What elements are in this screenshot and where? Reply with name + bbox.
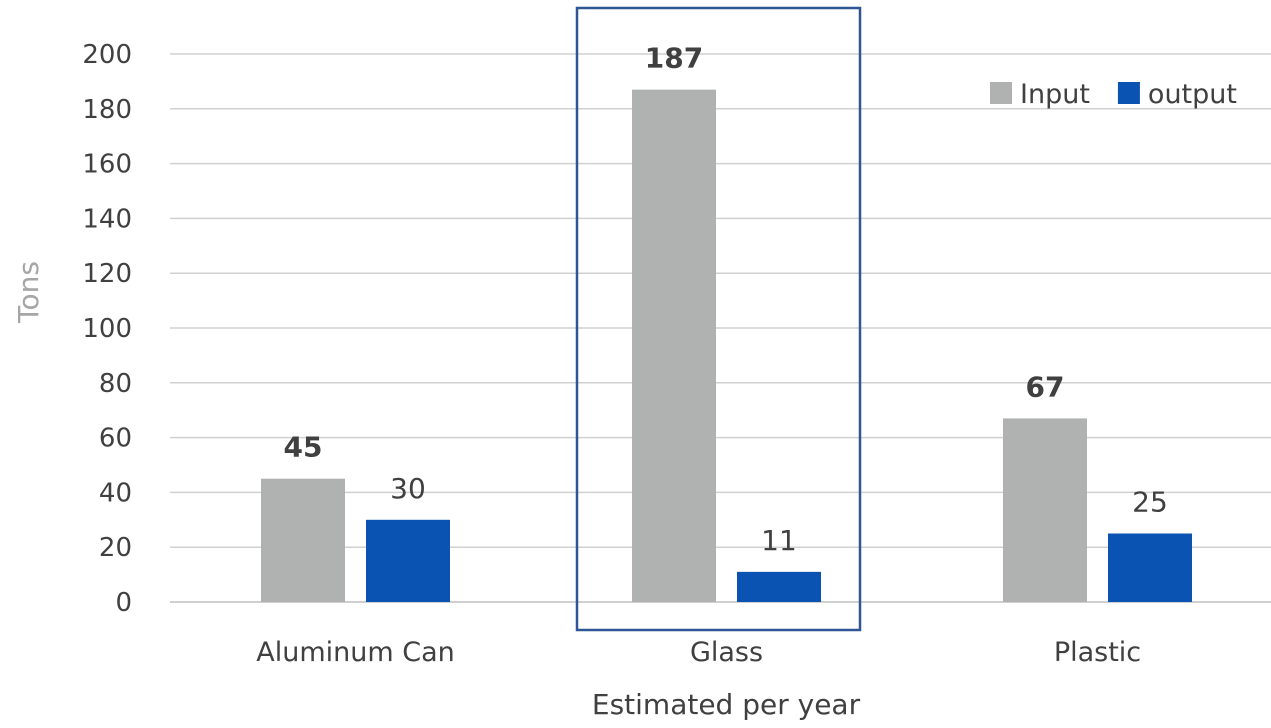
- data-label-input-aluminum-can: 45: [284, 431, 323, 464]
- y-tick-label: 0: [115, 588, 132, 618]
- bar-output-aluminum-can: [366, 519, 450, 602]
- legend-label-output: output: [1148, 79, 1237, 110]
- y-tick-label: 60: [99, 424, 132, 454]
- category-label-plastic: Plastic: [1054, 637, 1141, 668]
- y-tick-label: 180: [82, 95, 132, 125]
- bar-input-plastic: [1003, 418, 1087, 602]
- bar-input-aluminum-can: [261, 478, 345, 602]
- y-tick-label: 80: [99, 369, 132, 399]
- category-label-aluminum-can: Aluminum Can: [256, 637, 455, 668]
- y-tick-label: 160: [82, 150, 132, 180]
- category-label-glass: Glass: [690, 637, 763, 668]
- bar-input-glass: [632, 89, 716, 603]
- highlight-box-layer: [575, 6, 862, 632]
- x-axis-categories: Aluminum Can Glass Plastic: [256, 637, 1141, 668]
- y-axis-title: Tons: [12, 261, 45, 324]
- data-label-output-aluminum-can: 30: [390, 472, 426, 505]
- y-tick-label: 140: [82, 204, 132, 234]
- y-tick-label: 100: [82, 314, 132, 344]
- data-labels: 45 30 187 11 67 25: [284, 42, 1168, 557]
- highlight-box: [575, 6, 862, 632]
- y-axis-ticks: 0 20 40 60 80 100 120 140 160 180 200: [82, 40, 132, 618]
- bars: [261, 89, 1192, 603]
- y-tick-label: 40: [99, 478, 132, 508]
- data-label-output-plastic: 25: [1132, 486, 1168, 519]
- legend: Input output: [990, 79, 1237, 110]
- y-tick-label: 20: [99, 533, 132, 563]
- x-axis-title: Estimated per year: [592, 688, 861, 721]
- legend-label-input: Input: [1020, 79, 1090, 110]
- gridlines: [170, 53, 1271, 603]
- bar-output-plastic: [1108, 533, 1192, 602]
- legend-swatch-input: [990, 82, 1012, 104]
- bar-output-glass: [737, 571, 821, 602]
- y-tick-label: 200: [82, 40, 132, 70]
- y-tick-label: 120: [82, 259, 132, 289]
- legend-swatch-output: [1117, 82, 1140, 104]
- data-label-input-plastic: 67: [1026, 370, 1065, 403]
- data-label-input-glass: 187: [645, 42, 703, 75]
- data-label-output-glass: 11: [761, 524, 797, 557]
